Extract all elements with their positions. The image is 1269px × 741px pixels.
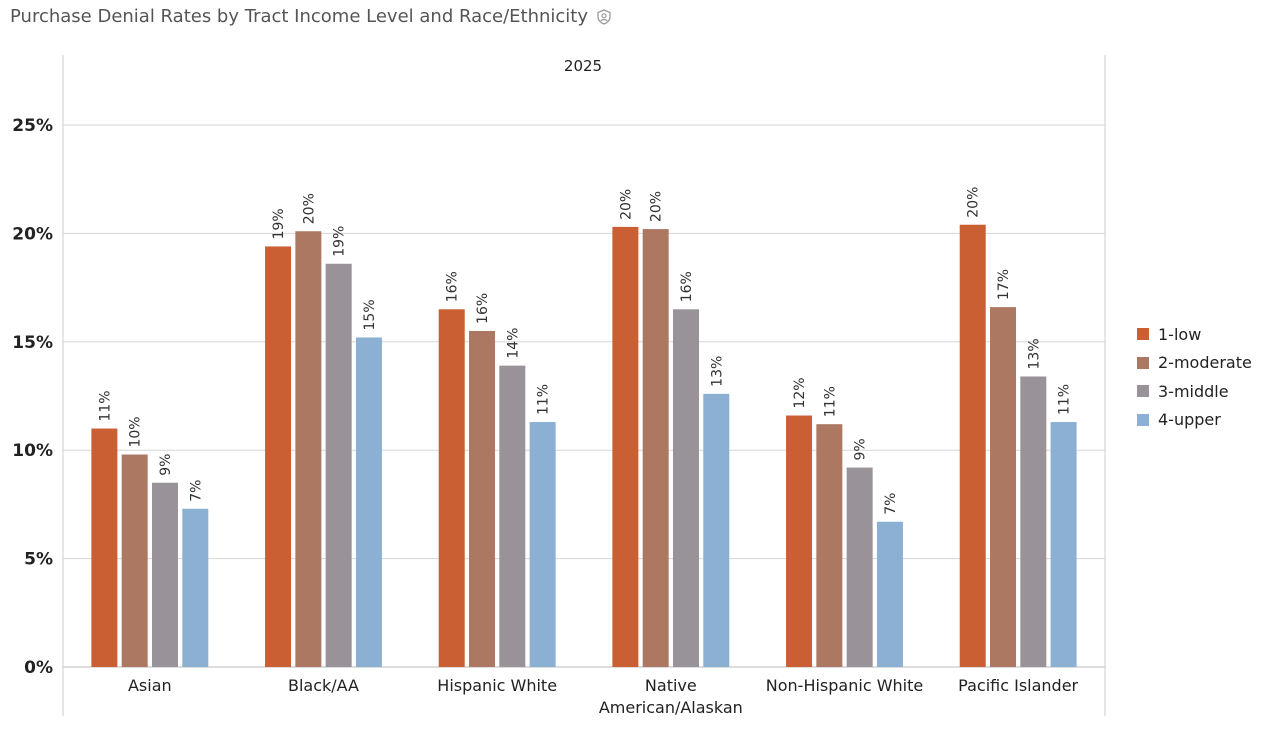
legend-label: 1-low <box>1158 324 1202 344</box>
legend-item-1-low[interactable]: 1-low <box>1137 320 1252 349</box>
bar-2-moderate[interactable] <box>816 424 843 667</box>
y-tick-labels: 0% 5% 10% 15% 20% 25% <box>12 116 53 678</box>
data-label: 19% <box>332 226 348 257</box>
gridlines <box>63 124 1105 668</box>
data-labels: 11% 10% 9% 7% 19% 20% 19% 15% 16% 16% 14% 11% 20% 20%… <box>97 187 1072 515</box>
data-label: 7% <box>883 493 899 515</box>
data-label: 11% <box>1057 384 1073 415</box>
data-label: 11% <box>536 384 552 415</box>
axes: 2025 <box>62 55 1106 716</box>
legend-swatch <box>1137 328 1149 341</box>
info-shield-icon[interactable] <box>596 8 612 25</box>
data-label: 11% <box>822 386 838 417</box>
y-tick-label: 0% <box>24 658 53 678</box>
bar-3-middle[interactable] <box>499 365 526 667</box>
category-label: Native <box>645 676 697 695</box>
legend: 1-low 2-moderate 3-middle 4-upper <box>1137 320 1252 434</box>
data-label: 14% <box>505 328 521 359</box>
bar-4-upper[interactable] <box>1050 422 1077 667</box>
data-label: 20% <box>966 187 982 218</box>
legend-swatch <box>1137 356 1149 369</box>
category-label: Black/AA <box>288 676 359 695</box>
bar-3-middle[interactable] <box>1020 376 1047 667</box>
bar-1-low[interactable] <box>438 309 465 667</box>
data-label: 20% <box>649 191 665 222</box>
data-label: 17% <box>996 269 1012 300</box>
data-label: 13% <box>709 356 725 387</box>
data-label: 16% <box>475 293 491 324</box>
bar-4-upper[interactable] <box>703 393 730 667</box>
bar-3-middle[interactable] <box>325 263 352 667</box>
data-label: 19% <box>271 208 287 239</box>
bar-1-low[interactable] <box>959 224 986 667</box>
category-label: American/Alaskan <box>599 698 743 717</box>
chart-header: Purchase Denial Rates by Tract Income Le… <box>10 6 612 27</box>
bar-2-moderate[interactable] <box>469 330 496 667</box>
data-label: 7% <box>188 480 204 502</box>
bar-3-middle[interactable] <box>846 467 873 667</box>
data-label: 16% <box>679 271 695 302</box>
bar-3-middle[interactable] <box>672 309 699 667</box>
category-label: Asian <box>128 676 172 695</box>
data-label: 10% <box>128 416 144 447</box>
bar-1-low[interactable] <box>612 226 639 667</box>
data-label: 16% <box>445 271 461 302</box>
chart-title: Purchase Denial Rates by Tract Income Le… <box>10 6 588 27</box>
bar-2-moderate[interactable] <box>642 229 669 667</box>
bar-2-moderate[interactable] <box>990 307 1017 667</box>
bar-4-upper[interactable] <box>876 521 903 667</box>
panel-title: 2025 <box>564 57 602 75</box>
category-labels: Asian Black/AA Hispanic White Native America… <box>128 676 1079 717</box>
bar-4-upper[interactable] <box>529 422 556 667</box>
data-label: 20% <box>618 189 634 220</box>
bar-1-low[interactable] <box>265 246 292 667</box>
data-label: 15% <box>362 299 378 330</box>
category-label: Hispanic White <box>437 676 557 695</box>
legend-item-4-upper[interactable]: 4-upper <box>1137 406 1252 435</box>
y-tick-label: 15% <box>12 333 53 353</box>
data-label: 12% <box>792 377 808 408</box>
legend-swatch <box>1137 413 1149 426</box>
y-tick-label: 10% <box>12 441 53 461</box>
y-tick-label: 25% <box>12 116 53 136</box>
legend-item-3-middle[interactable]: 3-middle <box>1137 377 1252 406</box>
category-label: Pacific Islander <box>958 676 1078 695</box>
y-tick-label: 20% <box>12 224 53 244</box>
data-label: 9% <box>853 438 869 460</box>
data-label: 20% <box>301 193 317 224</box>
bars <box>91 224 1077 667</box>
y-tick-label: 5% <box>24 550 53 570</box>
bar-3-middle[interactable] <box>151 482 178 667</box>
legend-label: 2-moderate <box>1158 353 1252 373</box>
data-label: 9% <box>158 454 174 476</box>
bar-4-upper[interactable] <box>355 337 382 667</box>
bar-2-moderate[interactable] <box>295 231 322 667</box>
bar-2-moderate[interactable] <box>121 454 148 667</box>
legend-item-2-moderate[interactable]: 2-moderate <box>1137 349 1252 378</box>
bar-1-low[interactable] <box>91 428 118 667</box>
data-label: 13% <box>1026 338 1042 369</box>
legend-swatch <box>1137 385 1149 398</box>
legend-label: 4-upper <box>1158 410 1221 430</box>
data-label: 11% <box>97 390 113 421</box>
bar-4-upper[interactable] <box>182 508 209 667</box>
legend-label: 3-middle <box>1158 381 1229 401</box>
category-label: Non-Hispanic White <box>766 676 923 695</box>
bar-1-low[interactable] <box>786 415 813 667</box>
